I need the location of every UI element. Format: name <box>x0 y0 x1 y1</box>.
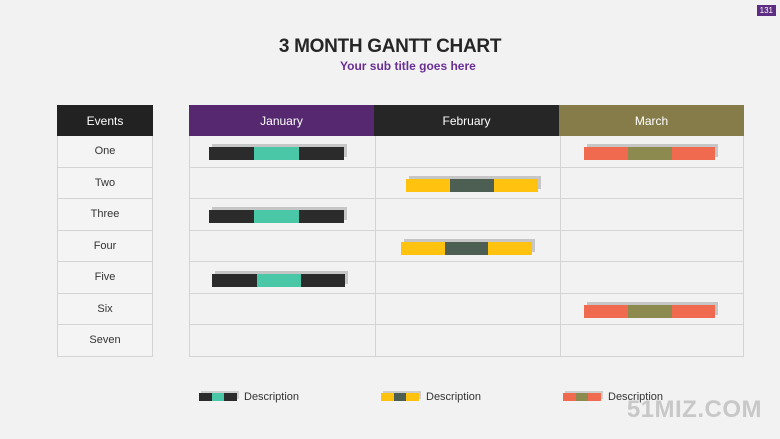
gantt-bar-segment <box>584 305 628 319</box>
gantt-bar <box>208 210 344 224</box>
gantt-bar-segment <box>406 178 451 192</box>
gantt-bar-segment <box>584 147 628 161</box>
month-headers: January February March <box>189 105 744 136</box>
event-label: Seven <box>57 325 153 357</box>
gantt-bar-segment <box>253 147 299 161</box>
legend-label: Description <box>426 391 482 403</box>
gantt-bar <box>212 273 346 287</box>
legend-item: Description <box>199 391 299 403</box>
month-header: January <box>189 105 374 136</box>
gantt-bar-segment <box>256 273 301 287</box>
grid-row-line <box>190 261 743 263</box>
event-label: Six <box>57 293 153 325</box>
legend-swatch-segment <box>563 393 576 401</box>
watermark: 51MIZ.COM <box>626 396 762 423</box>
gantt-bar-segment <box>627 305 672 319</box>
gantt-bar <box>208 147 344 161</box>
legend-swatch-segment <box>406 393 420 401</box>
legend-item: Description <box>563 391 663 403</box>
gantt-bar-segment <box>671 305 716 319</box>
gantt-bar-segment <box>450 178 494 192</box>
event-label: Five <box>57 262 153 294</box>
gantt-bar <box>400 242 533 255</box>
gantt-bar-segment <box>208 210 254 224</box>
gantt-bar-segment <box>488 242 533 255</box>
gantt-bar-segment <box>253 210 299 224</box>
grid-row-line <box>190 292 743 294</box>
events-column: Events One Two Three Four Five Six Seven <box>57 105 153 357</box>
legend-label: Description <box>244 391 300 403</box>
grid-column-line <box>374 136 376 357</box>
events-header: Events <box>57 105 153 136</box>
gantt-bar <box>584 147 716 161</box>
grid-row-line <box>190 166 743 168</box>
event-rows: One Two Three Four Five Six Seven <box>57 136 153 357</box>
gantt-body <box>189 136 744 357</box>
gantt-bar-segment <box>671 147 716 161</box>
legend-label: Description <box>608 391 664 403</box>
gantt-bar-segment <box>298 147 344 161</box>
legend-swatch-segment <box>393 393 407 401</box>
event-label: Three <box>57 199 153 231</box>
legend-swatch-segment <box>381 393 394 401</box>
grid-row-line <box>190 229 743 231</box>
month-header: February <box>374 105 559 136</box>
page-number-badge: 131 <box>756 5 776 16</box>
page-title: 3 MONTH GANTT CHART <box>278 36 502 57</box>
legend-swatch-segment <box>575 393 589 401</box>
legend-swatch <box>381 393 420 401</box>
gantt-bar <box>584 305 716 319</box>
gantt-bar-segment <box>400 242 445 255</box>
grid-row-line <box>190 356 743 357</box>
month-header: March <box>559 105 744 136</box>
legend-swatch-segment <box>224 393 238 401</box>
gantt-bar-segment <box>627 147 672 161</box>
legend-swatch-segment <box>588 393 602 401</box>
gantt-bar-segment <box>494 178 538 192</box>
legend-swatch-segment <box>211 393 225 401</box>
event-label: Two <box>57 167 153 199</box>
gantt-bar <box>406 178 538 192</box>
legend-swatch <box>563 393 602 401</box>
gantt-bar-segment <box>298 210 344 224</box>
page-subtitle: Your sub title goes here <box>340 59 476 73</box>
event-label: Four <box>57 230 153 262</box>
gantt-bar-segment <box>300 273 346 287</box>
gantt-bar-segment <box>208 147 254 161</box>
grid-row-line <box>190 324 743 326</box>
grid-row-line <box>190 198 743 200</box>
gantt-bar-segment <box>444 242 489 255</box>
event-label: One <box>57 136 153 168</box>
gantt-grid: January February March <box>189 105 744 357</box>
legend-item: Description <box>381 391 481 403</box>
gantt-bar-segment <box>212 273 257 287</box>
grid-column-line <box>559 136 561 357</box>
legend-swatch <box>199 393 238 401</box>
legend-swatch-segment <box>199 393 212 401</box>
